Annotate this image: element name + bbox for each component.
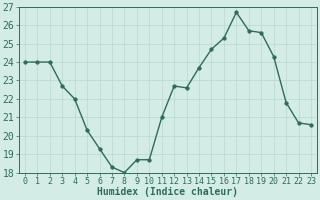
X-axis label: Humidex (Indice chaleur): Humidex (Indice chaleur) xyxy=(98,187,238,197)
